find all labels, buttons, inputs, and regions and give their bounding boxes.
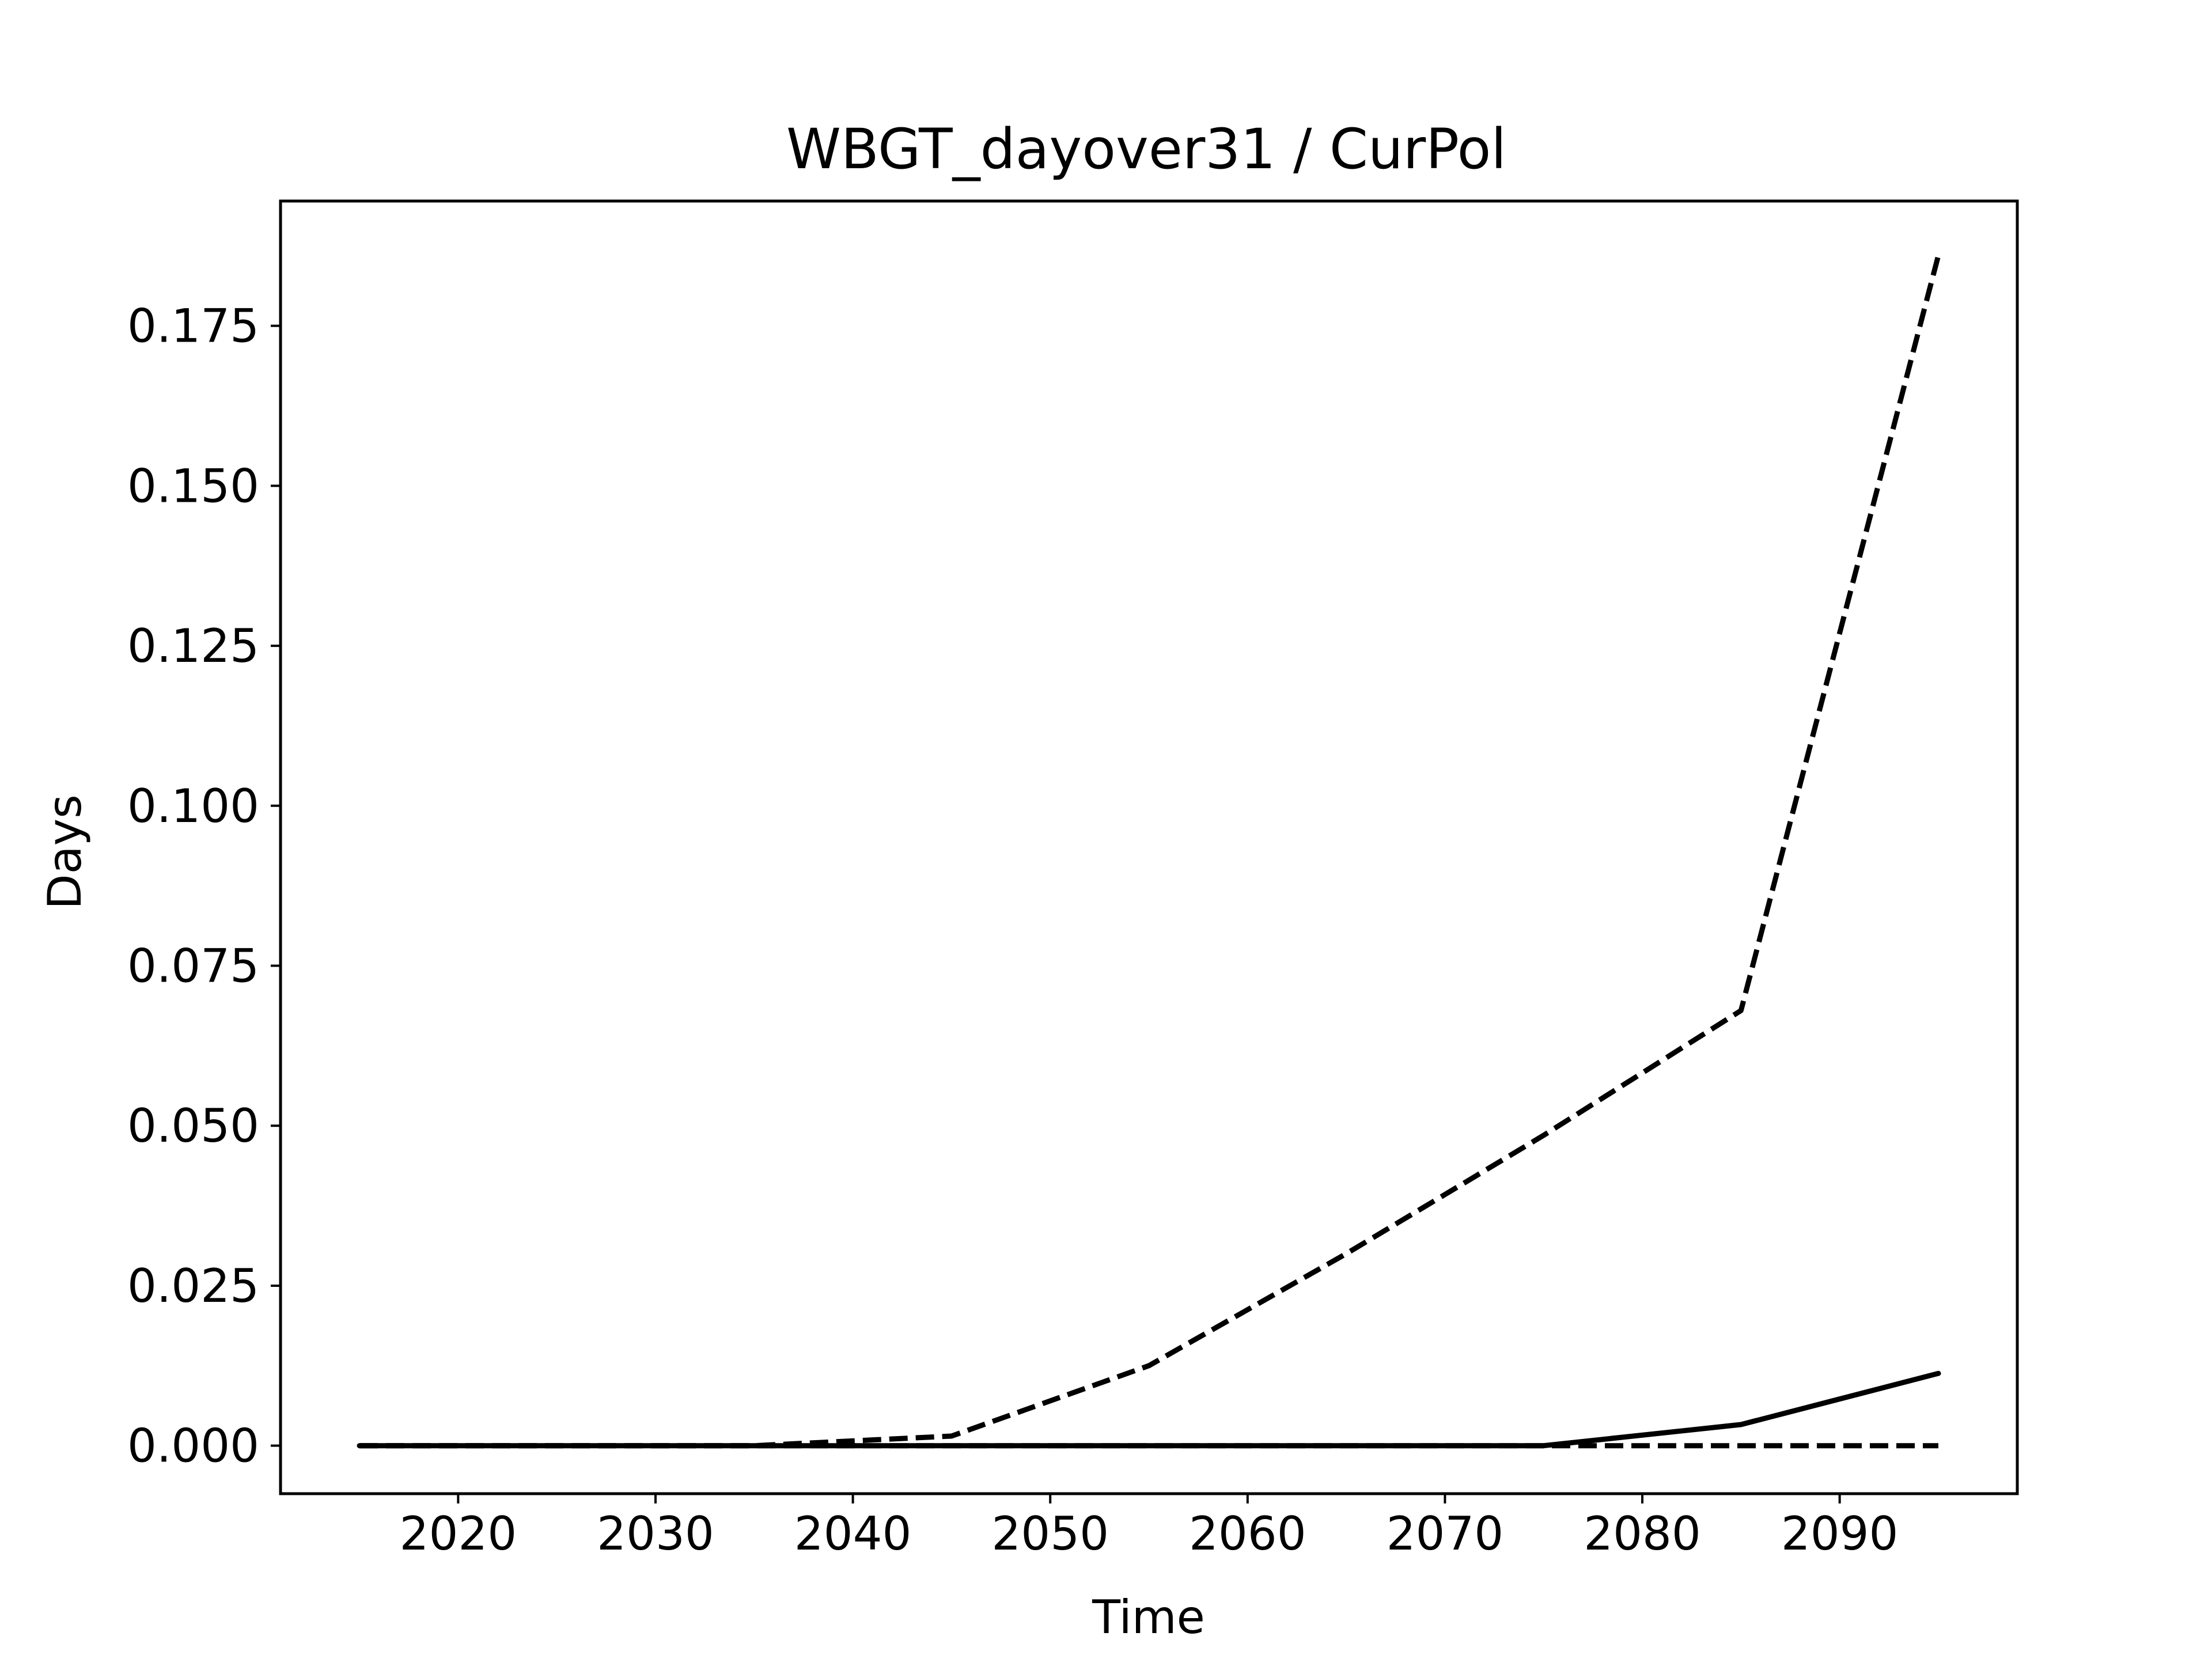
y-tick-label: 0.150 — [127, 459, 259, 513]
x-tick-label: 2020 — [400, 1507, 517, 1560]
x-tick-label: 2030 — [597, 1507, 714, 1560]
x-tick-label: 2050 — [991, 1507, 1109, 1560]
chart-title: WBGT_dayover31 / CurPol — [786, 117, 1506, 181]
series-layer — [357, 255, 1941, 1449]
y-tick-label: 0.000 — [127, 1419, 259, 1473]
x-tick-label: 2060 — [1189, 1507, 1306, 1560]
x-tick-label: 2090 — [1781, 1507, 1899, 1560]
y-tick-label: 0.075 — [127, 940, 259, 993]
y-tick-label: 0.050 — [127, 1099, 259, 1153]
x-tick-label: 2070 — [1387, 1507, 1504, 1560]
ticks-layer: 2020 2030 2040 2050 2060 2070 2080 2090 0.000 0.0… — [127, 300, 1898, 1560]
x-tick-label: 2080 — [1584, 1507, 1701, 1560]
y-tick-label: 0.100 — [127, 779, 259, 833]
x-axis-label: Time — [1092, 1590, 1205, 1644]
x-tick-label: 2040 — [794, 1507, 912, 1560]
plot-frame — [279, 199, 2019, 1495]
series-line-2 — [357, 1370, 1941, 1449]
y-tick-label: 0.125 — [127, 619, 259, 673]
y-axis-label: Days — [38, 794, 92, 910]
y-tick-label: 0.175 — [127, 300, 259, 353]
y-tick-label: 0.025 — [127, 1259, 259, 1313]
series-line-1 — [359, 255, 1941, 1449]
